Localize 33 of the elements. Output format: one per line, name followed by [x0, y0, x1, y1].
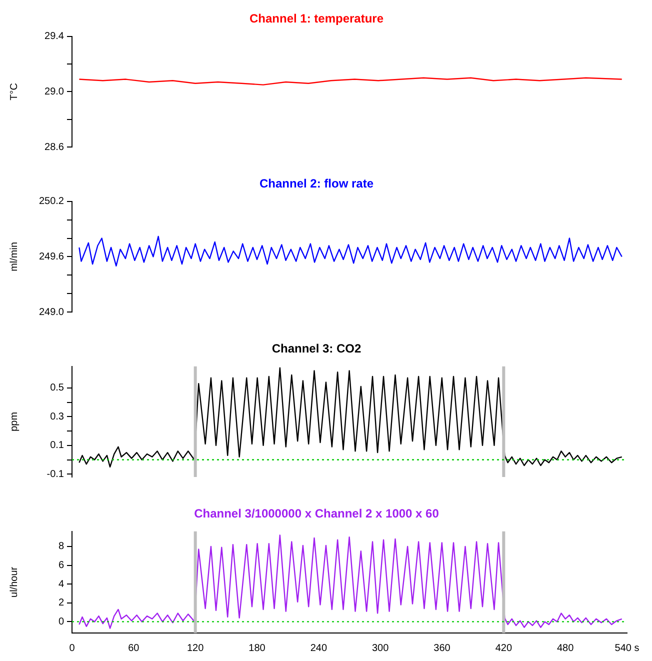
chart-title: Channel 2: flow rate [259, 176, 374, 191]
x-tick-label: 540 s [614, 642, 640, 654]
y-tick-label: 0.5 [50, 382, 64, 394]
y-tick-label: 0.3 [50, 411, 64, 422]
y-axis-title: T°C [8, 83, 20, 100]
y-axis-title: ml/min [8, 242, 20, 272]
x-tick-label: 120 [186, 642, 204, 654]
y-tick-label: 2 [58, 598, 64, 609]
y-tick-label: 8 [58, 541, 64, 552]
y-tick-label: 28.6 [44, 142, 64, 153]
y-axis-title: ppm [8, 412, 20, 432]
y-tick-label: 250.2 [38, 196, 64, 208]
x-tick-label: 420 [495, 642, 512, 654]
y-tick-label: 0.1 [50, 440, 64, 452]
x-tick-label: 300 [372, 642, 390, 654]
x-tick-label: 180 [248, 642, 266, 654]
y-tick-label: 29.4 [44, 31, 64, 42]
chart-title: Channel 1: temperature [249, 12, 384, 26]
y-tick-label: 249.0 [38, 306, 64, 318]
y-tick-label: -0.1 [46, 468, 64, 480]
chart-title: Channel 3/1000000 x Channel 2 x 1000 x 60 [194, 506, 440, 521]
y-tick-label: 0 [58, 616, 64, 628]
y-axis-title: ul/hour [8, 566, 20, 598]
y-tick-label: 4 [58, 578, 64, 590]
x-tick-label: 60 [128, 642, 140, 654]
x-tick-label: 480 [556, 642, 574, 654]
x-tick-label: 360 [434, 642, 451, 654]
x-tick-label: 240 [310, 642, 328, 654]
y-tick-label: 6 [58, 560, 64, 572]
chart-title: Channel 3: CO2 [272, 342, 362, 356]
x-tick-label: 0 [69, 642, 76, 654]
y-tick-label: 29.0 [44, 86, 64, 98]
y-tick-label: 249.6 [38, 251, 64, 262]
